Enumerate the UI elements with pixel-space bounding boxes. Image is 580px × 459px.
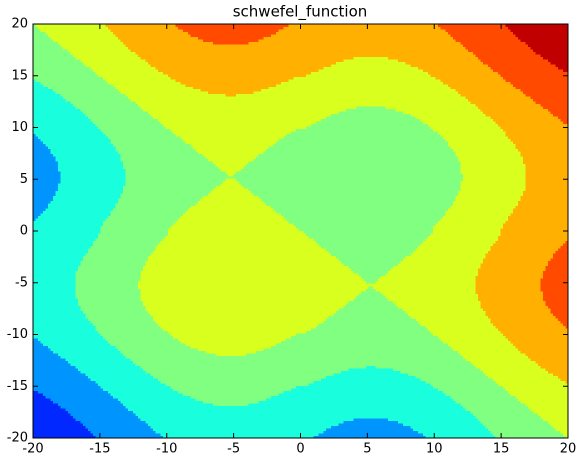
- x-tick-label: -5: [227, 442, 240, 457]
- x-tick-label: 15: [493, 442, 510, 457]
- y-tick-label: 20: [11, 17, 28, 32]
- y-tick-label: -10: [7, 327, 28, 342]
- y-tick-label: 15: [11, 68, 28, 83]
- y-tick-label: 0: [20, 224, 28, 239]
- x-tick-label: 20: [560, 442, 577, 457]
- y-tick-label: 5: [20, 172, 28, 187]
- y-tick-label: -20: [7, 431, 28, 446]
- y-tick-label: -15: [7, 379, 28, 394]
- chart-title: schwefel_function: [233, 3, 368, 22]
- contour-fill: [33, 24, 569, 439]
- x-tick-label: 10: [426, 442, 443, 457]
- y-tick-label: 10: [11, 120, 28, 135]
- contour-band: [35, 24, 569, 439]
- x-tick-label: 0: [296, 442, 304, 457]
- contour-band: [33, 133, 426, 439]
- x-tick-label: -15: [89, 442, 110, 457]
- contour-band: [175, 24, 569, 329]
- x-tick-label: 5: [363, 442, 371, 457]
- contour-band: [33, 78, 496, 439]
- contour-band: [505, 24, 569, 72]
- plot-frame: [32, 23, 569, 439]
- axes: -20 -15 -10 -5 0 5 10 15 20 -20 -15 -10 -5 0 5 10 15 20: [7, 17, 577, 457]
- x-tick-label: -20: [22, 442, 43, 457]
- y-tick-label: -5: [15, 275, 28, 290]
- contour-band: [105, 24, 569, 384]
- contour-band: [33, 390, 96, 439]
- x-tick-label: -10: [156, 442, 177, 457]
